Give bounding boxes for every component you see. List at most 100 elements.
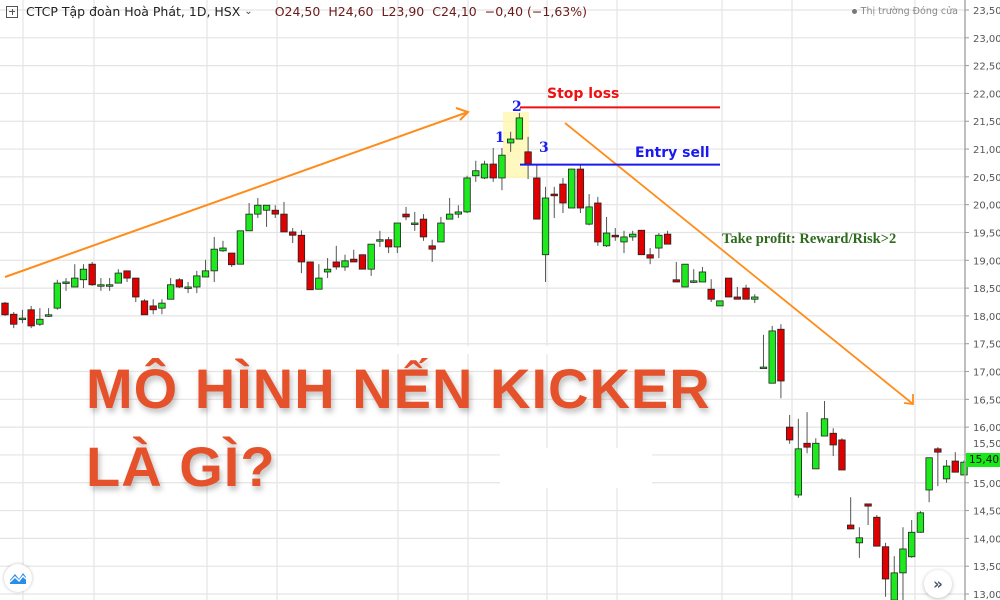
candle[interactable] bbox=[140, 299, 149, 316]
candle[interactable] bbox=[655, 233, 663, 259]
candle[interactable] bbox=[533, 165, 541, 220]
candle[interactable] bbox=[803, 412, 811, 454]
candle[interactable] bbox=[123, 270, 131, 282]
candle[interactable] bbox=[637, 229, 646, 256]
candle[interactable] bbox=[358, 254, 367, 270]
candle[interactable] bbox=[515, 112, 524, 140]
candle[interactable] bbox=[785, 414, 794, 444]
candle[interactable] bbox=[559, 177, 567, 214]
candle[interactable] bbox=[663, 230, 672, 245]
candle[interactable] bbox=[890, 556, 898, 600]
symbol-title[interactable]: CTCP Tập đoàn Hoà Phát, 1D, HSX bbox=[26, 4, 241, 19]
candle[interactable] bbox=[88, 261, 96, 286]
candle[interactable] bbox=[934, 447, 942, 487]
candle[interactable] bbox=[289, 228, 297, 244]
candle[interactable] bbox=[855, 527, 864, 558]
candle[interactable] bbox=[228, 252, 236, 267]
candle[interactable] bbox=[864, 503, 872, 526]
candle[interactable] bbox=[315, 264, 323, 290]
candle[interactable] bbox=[794, 418, 803, 498]
candle[interactable] bbox=[908, 520, 916, 558]
candle[interactable] bbox=[210, 236, 218, 282]
candle[interactable] bbox=[10, 312, 18, 329]
candle[interactable] bbox=[733, 286, 741, 300]
candle[interactable] bbox=[812, 438, 820, 470]
candle[interactable] bbox=[193, 270, 201, 294]
candle[interactable] bbox=[838, 438, 846, 471]
candle[interactable] bbox=[158, 299, 166, 315]
candle[interactable] bbox=[707, 279, 715, 302]
candle[interactable] bbox=[184, 281, 192, 294]
candle[interactable] bbox=[698, 266, 707, 283]
candle[interactable] bbox=[541, 186, 550, 282]
candle[interactable] bbox=[454, 205, 462, 219]
candle[interactable] bbox=[1, 302, 9, 316]
candle[interactable] bbox=[777, 324, 785, 399]
candle[interactable] bbox=[568, 168, 576, 209]
candle[interactable] bbox=[350, 249, 358, 263]
double-chevron-right-icon[interactable]: » bbox=[924, 570, 952, 598]
candle[interactable] bbox=[79, 264, 88, 289]
candle[interactable] bbox=[437, 216, 445, 243]
candle[interactable] bbox=[472, 160, 480, 182]
candle[interactable] bbox=[951, 452, 959, 473]
candle[interactable] bbox=[751, 294, 759, 304]
candle[interactable] bbox=[463, 175, 471, 214]
plus-square-icon[interactable] bbox=[6, 5, 18, 18]
candle[interactable] bbox=[306, 261, 314, 291]
candle[interactable] bbox=[132, 277, 140, 302]
candle[interactable] bbox=[419, 214, 428, 241]
candle[interactable] bbox=[925, 457, 933, 503]
candle[interactable] bbox=[105, 278, 114, 291]
candle[interactable] bbox=[620, 230, 628, 254]
candle[interactable] bbox=[690, 269, 698, 284]
price-axis[interactable]: 13,00 13,50 14,00 14,50 15,00 15,50 16,00 16,50… bbox=[965, 6, 1000, 600]
candle[interactable] bbox=[44, 308, 53, 318]
candle[interactable] bbox=[829, 428, 837, 457]
candle[interactable] bbox=[942, 459, 951, 483]
candle[interactable] bbox=[611, 228, 619, 241]
candle[interactable] bbox=[323, 258, 332, 279]
candle[interactable] bbox=[672, 261, 680, 283]
candle[interactable] bbox=[280, 201, 288, 233]
candle[interactable] bbox=[175, 278, 184, 289]
candle[interactable] bbox=[629, 230, 637, 241]
candle[interactable] bbox=[166, 278, 175, 300]
candle[interactable] bbox=[550, 186, 558, 219]
candle[interactable] bbox=[594, 196, 602, 246]
candle[interactable] bbox=[507, 131, 515, 152]
candle[interactable] bbox=[297, 230, 306, 274]
candle[interactable] bbox=[219, 240, 227, 252]
candle[interactable] bbox=[18, 309, 27, 324]
candle[interactable] bbox=[245, 202, 253, 232]
candle[interactable] bbox=[881, 542, 890, 597]
candle[interactable] bbox=[480, 160, 489, 180]
candle[interactable] bbox=[820, 401, 829, 437]
candle[interactable] bbox=[367, 243, 375, 276]
candle[interactable] bbox=[724, 277, 733, 298]
candle[interactable] bbox=[149, 299, 157, 315]
candle[interactable] bbox=[489, 147, 497, 182]
candle[interactable] bbox=[716, 300, 724, 307]
candle[interactable] bbox=[376, 230, 384, 247]
candle[interactable] bbox=[384, 236, 393, 254]
candle[interactable] bbox=[332, 245, 340, 270]
candle[interactable] bbox=[393, 222, 401, 254]
candle[interactable] bbox=[960, 460, 968, 476]
candle[interactable] bbox=[585, 194, 593, 226]
candle[interactable] bbox=[411, 211, 419, 231]
candle[interactable] bbox=[847, 497, 855, 530]
candle[interactable] bbox=[759, 334, 768, 369]
candle[interactable] bbox=[271, 205, 279, 219]
candle[interactable] bbox=[681, 263, 689, 288]
candle[interactable] bbox=[36, 308, 44, 326]
candle[interactable] bbox=[254, 197, 262, 219]
candle[interactable] bbox=[899, 527, 907, 600]
candle[interactable] bbox=[768, 325, 776, 384]
candle[interactable] bbox=[445, 197, 454, 220]
candle[interactable] bbox=[71, 264, 79, 288]
candle[interactable] bbox=[498, 147, 506, 191]
candle[interactable] bbox=[576, 165, 585, 214]
candle[interactable] bbox=[53, 279, 61, 310]
